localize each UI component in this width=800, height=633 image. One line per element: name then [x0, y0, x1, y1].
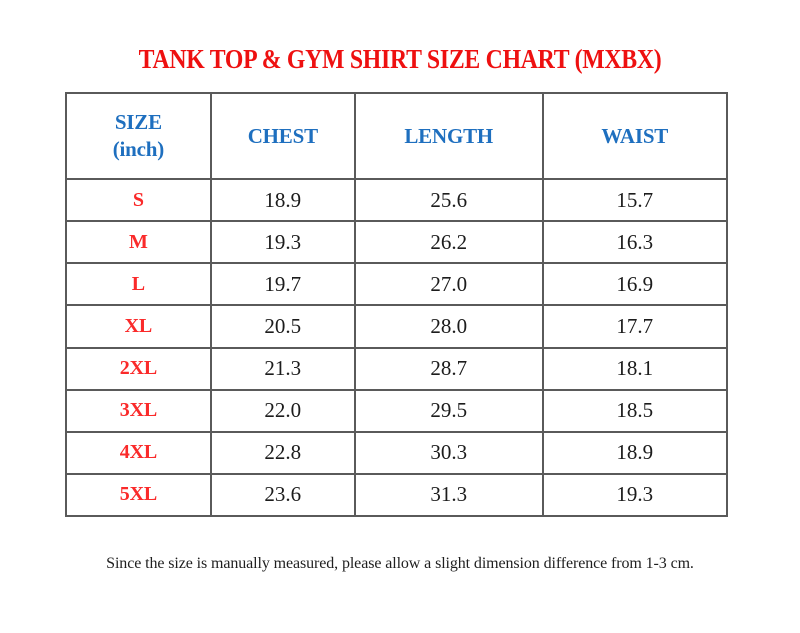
- waist-value-cell: 18.1: [542, 347, 727, 390]
- size-label-cell: L: [66, 263, 211, 306]
- table-row-5xl: 5XL 23.6 31.3 19.3: [66, 473, 727, 516]
- waist-value-cell: 16.9: [542, 263, 727, 306]
- table-header-row: SIZE (inch) CHEST LENGTH WAIST: [66, 93, 727, 179]
- length-value-cell: 28.7: [354, 347, 543, 390]
- table-row-m: M 19.3 26.2 16.3: [66, 221, 727, 264]
- waist-value-cell: 18.5: [542, 389, 727, 432]
- size-label-cell: XL: [66, 305, 211, 348]
- size-label-cell: M: [66, 221, 211, 264]
- chest-value-cell: 23.6: [210, 473, 355, 516]
- length-value-cell: 27.0: [354, 263, 543, 306]
- table-row-s: S 18.9 25.6 15.7: [66, 179, 727, 222]
- chest-value-cell: 22.8: [210, 431, 355, 474]
- length-value-cell: 31.3: [354, 473, 543, 516]
- size-chart-table: SIZE (inch) CHEST LENGTH WAIST S 18.9 25…: [65, 92, 728, 517]
- waist-value-cell: 19.3: [542, 473, 727, 516]
- waist-value-cell: 16.3: [542, 221, 727, 264]
- size-label-cell: 4XL: [66, 431, 211, 474]
- table-row-3xl: 3XL 22.0 29.5 18.5: [66, 389, 727, 432]
- header-cell-size: SIZE (inch): [66, 93, 211, 179]
- waist-value-cell: 17.7: [542, 305, 727, 348]
- footnote: Since the size is manually measured, ple…: [106, 555, 694, 572]
- chest-value-cell: 21.3: [210, 347, 355, 390]
- size-label-cell: 5XL: [66, 473, 211, 516]
- table-row-4xl: 4XL 22.8 30.3 18.9: [66, 431, 727, 474]
- table-row-xl: XL 20.5 28.0 17.7: [66, 305, 727, 348]
- page-title-text: TANK TOP & GYM SHIRT SIZE CHART (MXBX): [138, 44, 662, 74]
- size-label-cell: 2XL: [66, 347, 211, 390]
- page-title: TANK TOP & GYM SHIRT SIZE CHART (MXBX): [0, 41, 800, 77]
- waist-value-cell: 18.9: [542, 431, 727, 474]
- size-label-cell: S: [66, 179, 211, 222]
- header-cell-length: LENGTH: [354, 93, 543, 179]
- table-row-l: L 19.7 27.0 16.9: [66, 263, 727, 306]
- length-value-cell: 25.6: [354, 179, 543, 222]
- chest-value-cell: 18.9: [210, 179, 355, 222]
- size-label-cell: 3XL: [66, 389, 211, 432]
- waist-value-cell: 15.7: [542, 179, 727, 222]
- header-cell-waist: WAIST: [542, 93, 727, 179]
- chest-value-cell: 22.0: [210, 389, 355, 432]
- length-value-cell: 30.3: [354, 431, 543, 474]
- chest-value-cell: 19.7: [210, 263, 355, 306]
- length-value-cell: 28.0: [354, 305, 543, 348]
- chest-value-cell: 20.5: [210, 305, 355, 348]
- length-value-cell: 26.2: [354, 221, 543, 264]
- length-value-cell: 29.5: [354, 389, 543, 432]
- table-row-2xl: 2XL 21.3 28.7 18.1: [66, 347, 727, 390]
- chest-value-cell: 19.3: [210, 221, 355, 264]
- header-cell-chest: CHEST: [210, 93, 355, 179]
